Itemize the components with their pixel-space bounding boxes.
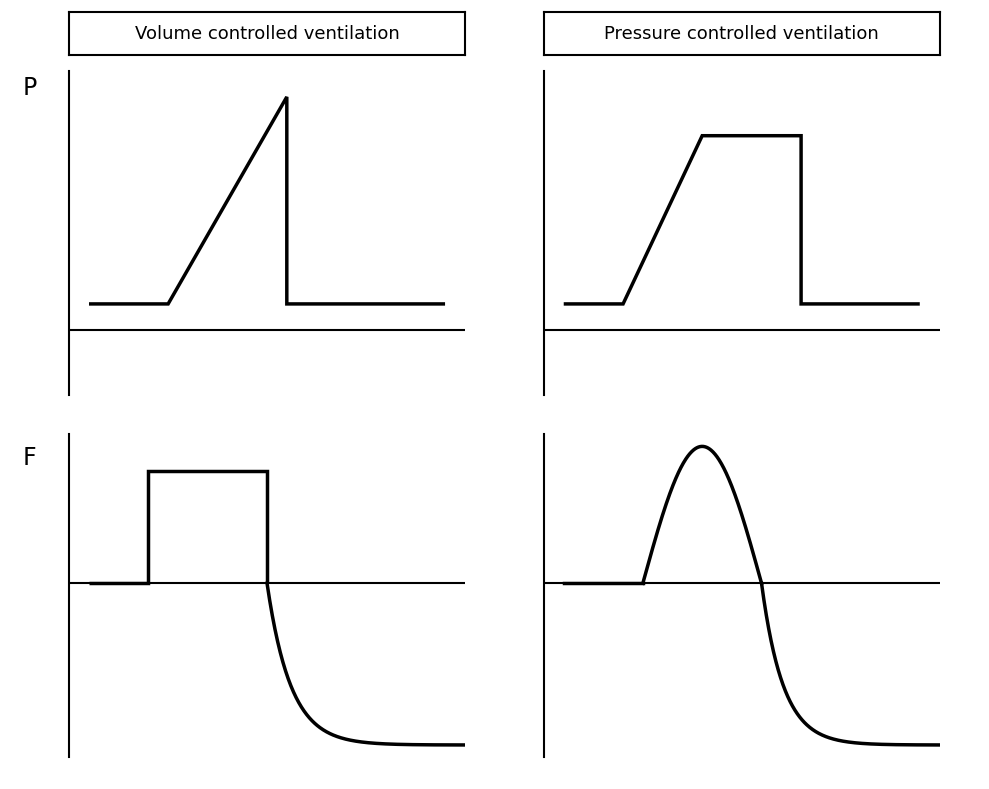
Text: Volume controlled ventilation: Volume controlled ventilation	[135, 24, 400, 43]
Text: Pressure controlled ventilation: Pressure controlled ventilation	[604, 24, 879, 43]
Text: F: F	[23, 446, 37, 469]
Text: P: P	[23, 77, 37, 100]
